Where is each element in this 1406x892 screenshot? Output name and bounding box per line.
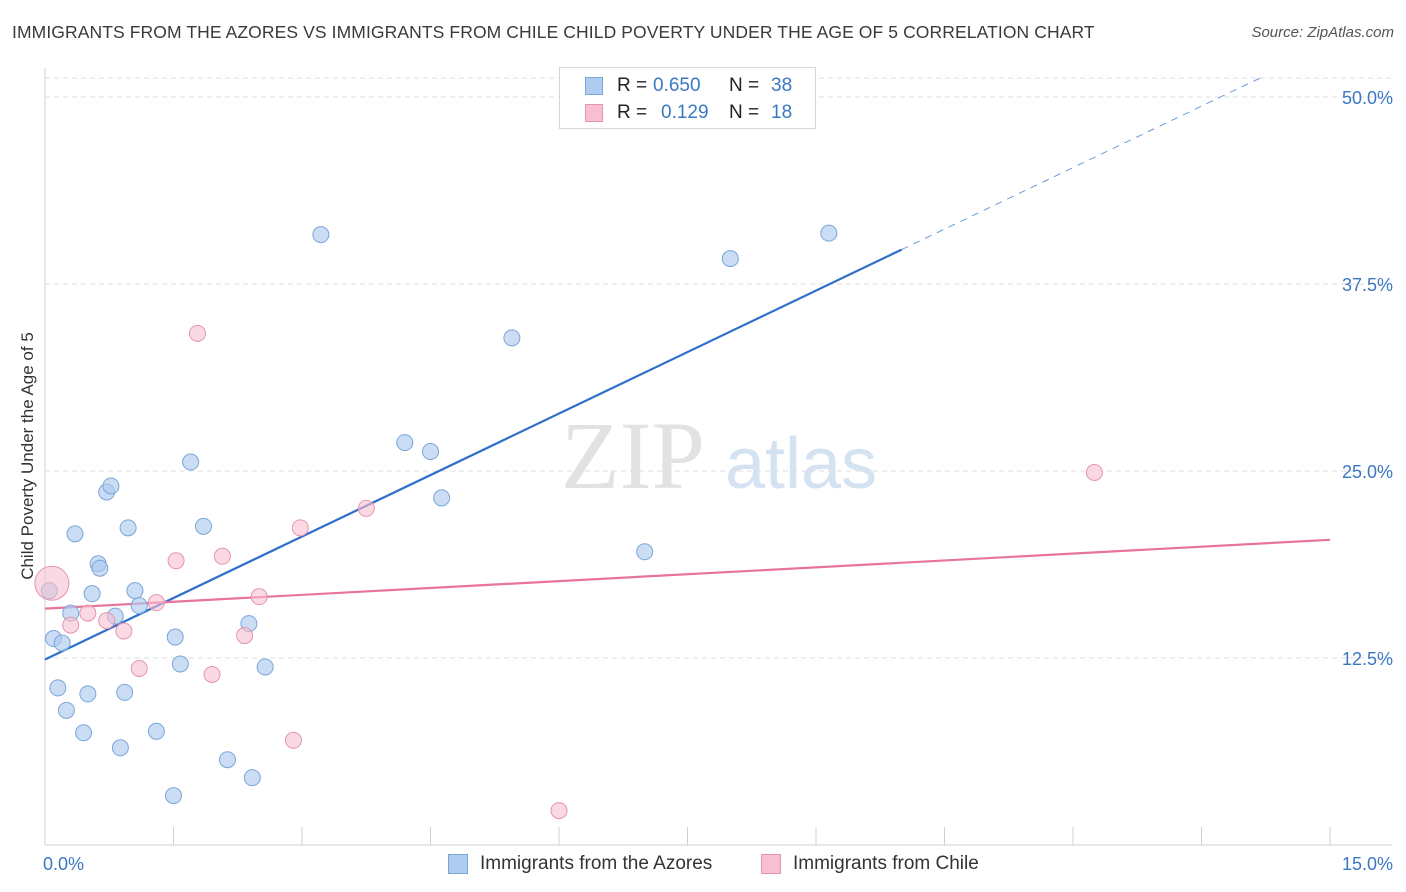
azores-point	[116, 683, 134, 701]
chart-title: IMMIGRANTS FROM THE AZORES VS IMMIGRANTS…	[12, 22, 1095, 42]
chile-point	[167, 552, 185, 570]
azores-point	[91, 559, 109, 577]
chile-point	[98, 612, 116, 630]
legend-swatch-azores	[585, 77, 603, 95]
legend-label-azores: Immigrants from the Azores	[480, 853, 713, 874]
chile-point	[147, 594, 165, 612]
legend-r-value: 0.650	[653, 75, 701, 96]
azores-point	[102, 477, 120, 495]
legend-r-label: R =	[617, 75, 648, 96]
legend-row-chile: R = 0.129 N = 18	[585, 101, 792, 125]
chile-point	[357, 499, 375, 517]
x-tick-label: 15.0%	[1342, 854, 1393, 874]
azores-point	[312, 226, 330, 244]
azores-point	[194, 517, 212, 535]
azores-trend-extension	[901, 76, 1262, 251]
correlation-legend: R = 0.650 N = 38 R = 0.129 N = 18	[559, 67, 816, 129]
chile-point	[203, 665, 221, 683]
chile-trend-line	[44, 538, 1331, 610]
chile-point	[291, 519, 309, 537]
azores-point	[79, 685, 97, 703]
azores-point	[119, 519, 137, 537]
azores-point	[130, 597, 148, 615]
azores-point	[243, 769, 261, 787]
chile-point	[550, 802, 568, 820]
y-tick-label: 12.5%	[1342, 649, 1393, 669]
chile-point	[62, 616, 80, 634]
azores-point	[171, 655, 189, 673]
legend-n-label: N =	[729, 102, 760, 123]
legend-n-value: 18	[771, 102, 793, 123]
chile-point	[213, 547, 231, 565]
legend-item-azores: Immigrants from the Azores	[448, 851, 712, 877]
azores-point	[57, 701, 75, 719]
azores-point	[126, 582, 144, 600]
azores-point	[256, 658, 274, 676]
legend-label-chile: Immigrants from Chile	[793, 853, 979, 874]
axes	[44, 68, 1392, 846]
legend-row-azores: R = 0.650 N = 38	[585, 74, 792, 98]
chile-point	[188, 324, 206, 342]
azores-point	[182, 453, 200, 471]
azores-point	[820, 224, 838, 242]
trend-lines	[44, 76, 1331, 661]
tick-labels: 12.5% 25.0% 37.5% 50.0% 0.0% 15.0%	[43, 88, 1393, 874]
y-tick-label: 50.0%	[1342, 88, 1393, 108]
x-tick-label: 0.0%	[43, 854, 84, 874]
watermark: ZIP atlas	[561, 402, 877, 509]
azores-point	[49, 679, 67, 697]
azores-point	[433, 489, 451, 507]
source-label: Source: ZipAtlas.com	[1251, 24, 1394, 41]
legend-r-value: 0.129	[661, 102, 709, 123]
data-points	[34, 224, 1103, 820]
chile-point	[284, 731, 302, 749]
chile-point	[115, 622, 133, 640]
azores-point	[503, 329, 521, 347]
azores-point	[636, 543, 654, 561]
chile-point	[236, 627, 254, 645]
azores-trend-line	[44, 248, 903, 661]
chile-point	[250, 588, 268, 606]
legend-swatch-chile	[761, 854, 781, 874]
legend-r-label: R =	[617, 102, 648, 123]
gridlines	[45, 77, 1392, 659]
azores-point	[165, 787, 182, 805]
legend-n-value: 38	[771, 75, 793, 96]
chile-point	[1085, 463, 1103, 481]
azores-point	[218, 751, 236, 769]
azores-point	[53, 634, 71, 652]
azores-point	[166, 628, 184, 646]
watermark-zip: ZIP	[561, 402, 705, 509]
chile-point	[34, 565, 70, 601]
legend-swatch-chile	[585, 104, 603, 122]
azores-point	[75, 724, 93, 742]
chile-point	[130, 659, 148, 677]
legend-item-chile: Immigrants from Chile	[761, 851, 979, 877]
y-tick-label: 37.5%	[1342, 275, 1393, 295]
legend-swatch-azores	[448, 854, 468, 874]
azores-point	[422, 443, 439, 461]
y-tick-label: 25.0%	[1342, 462, 1393, 482]
azores-point	[721, 250, 739, 268]
azores-point	[111, 739, 129, 757]
legend-n-label: N =	[729, 75, 760, 96]
azores-point	[66, 525, 84, 543]
watermark-atlas: atlas	[725, 424, 877, 504]
azores-point	[396, 434, 414, 452]
chile-point	[79, 604, 97, 622]
azores-point	[83, 585, 101, 603]
azores-point	[147, 722, 165, 740]
